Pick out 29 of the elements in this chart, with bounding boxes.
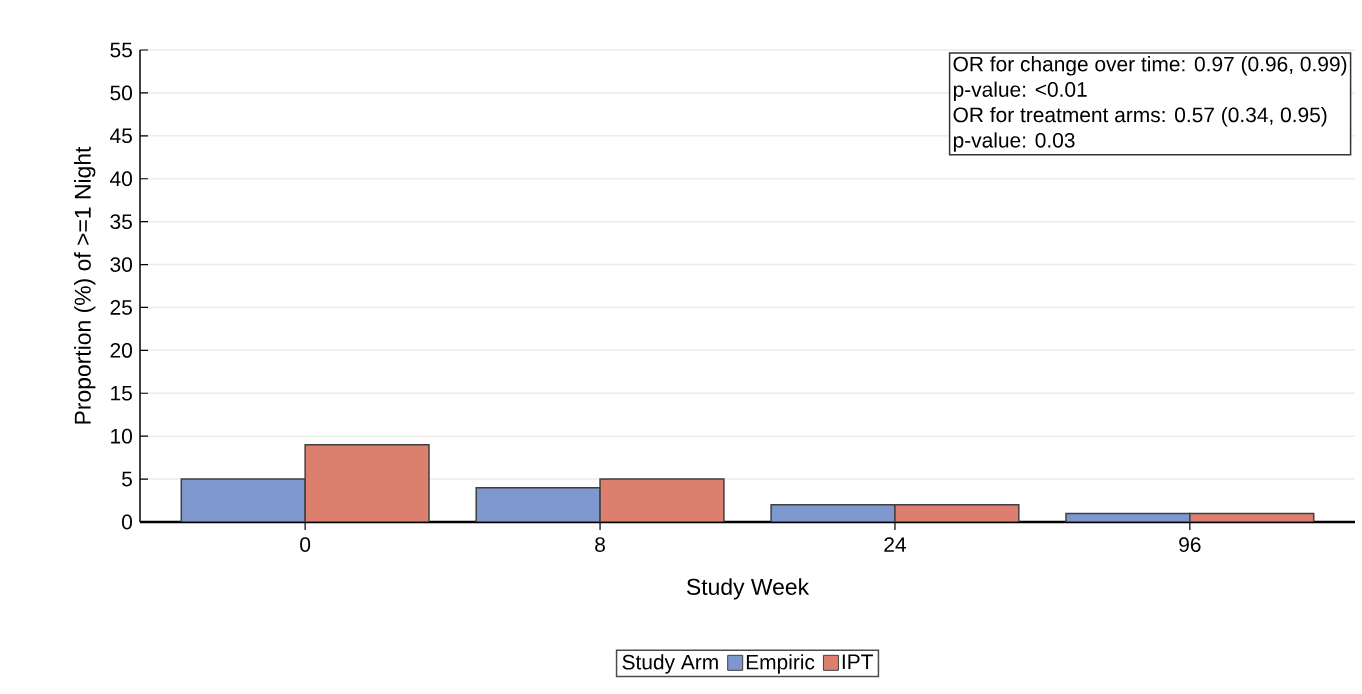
y-tick-label: 10 bbox=[111, 428, 132, 444]
legend-label: IPT bbox=[842, 654, 873, 669]
annotation: OR for change over time: 0.97 (0.96, 0.99) bbox=[953, 56, 1347, 76]
y-tick-label: 30 bbox=[110, 257, 132, 272]
y-tick-label: 55 bbox=[110, 42, 132, 58]
y-tick-label: 50 bbox=[110, 85, 132, 101]
bar bbox=[304, 444, 430, 522]
y-tick-label: 45 bbox=[110, 128, 132, 144]
bar bbox=[180, 478, 306, 522]
legend-label: Empiric bbox=[746, 654, 815, 674]
x-tick-label: 24 bbox=[884, 537, 906, 552]
y-tick-label: 35 bbox=[110, 214, 132, 230]
y-tick-label: 5 bbox=[122, 471, 132, 487]
y-axis-title: Proportion (%) of >=1 Night bbox=[74, 146, 96, 424]
y-tick-label: 40 bbox=[110, 171, 132, 187]
y-tick-label: 25 bbox=[110, 300, 132, 315]
annotation: p-value: 0.03 bbox=[953, 132, 1075, 152]
annotation: p-value: <0.01 bbox=[953, 81, 1087, 102]
x-tick-label: 96 bbox=[1179, 537, 1201, 552]
y-tick-label: 15 bbox=[111, 385, 132, 401]
x-tick-label: 8 bbox=[595, 537, 605, 552]
bar bbox=[475, 486, 601, 522]
x-tick-label: 0 bbox=[300, 537, 311, 552]
bar bbox=[599, 478, 725, 522]
x-axis-title: Study Week bbox=[686, 578, 810, 600]
annotation: OR for treatment arms: 0.57 (0.34, 0.95) bbox=[953, 106, 1327, 127]
y-tick-label: 20 bbox=[110, 342, 132, 358]
y-tick-label: 0 bbox=[122, 514, 133, 530]
legend-title: Study Arm bbox=[622, 654, 718, 674]
